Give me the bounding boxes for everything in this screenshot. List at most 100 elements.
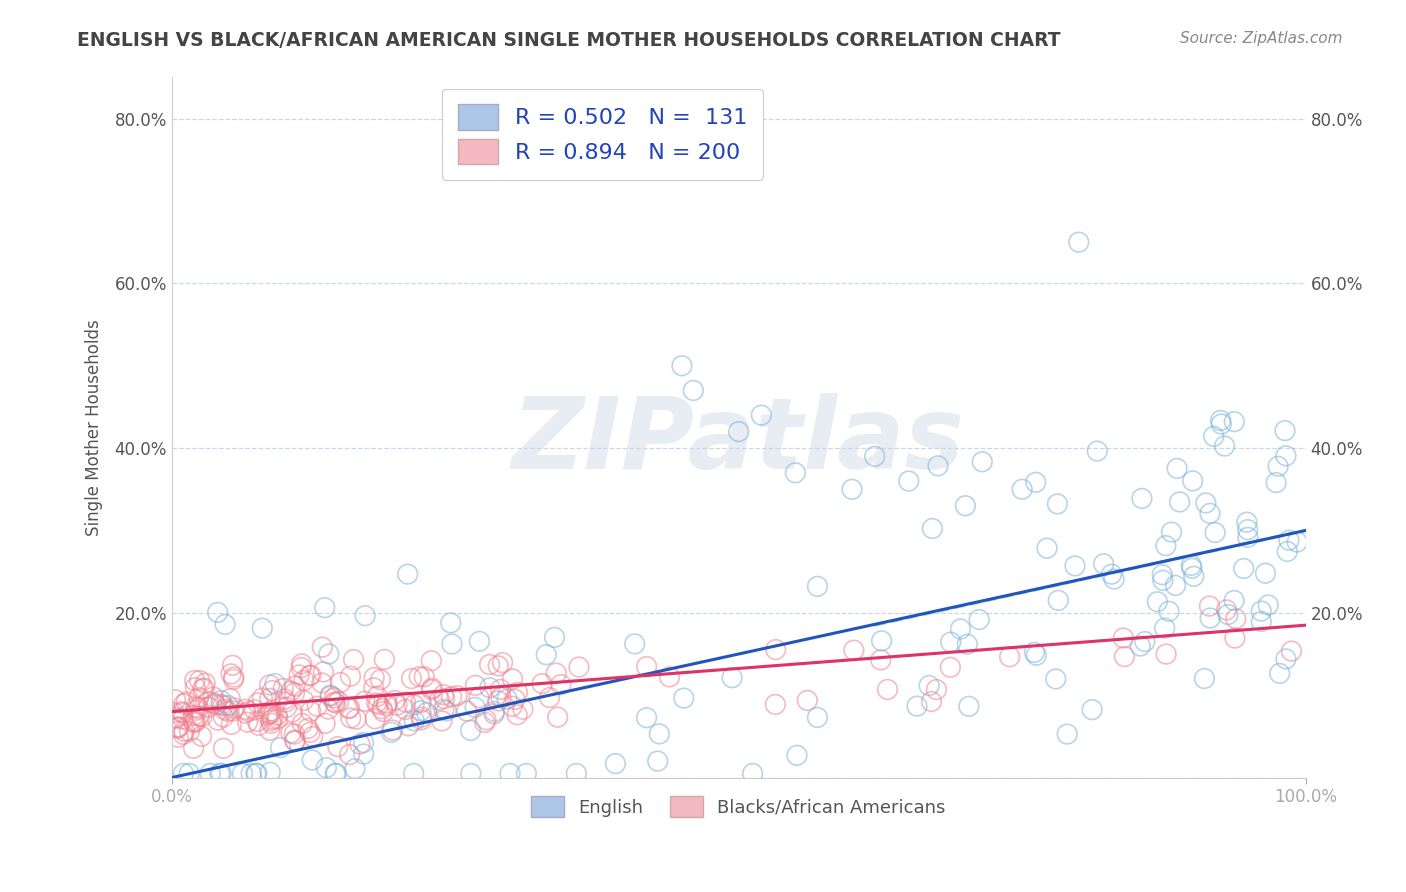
Point <box>1067 235 1090 249</box>
Point <box>191 709 214 723</box>
Point <box>183 715 205 730</box>
Point <box>259 706 281 721</box>
Point <box>543 631 565 645</box>
Point <box>955 499 977 513</box>
Point <box>184 681 207 695</box>
Point <box>318 647 340 661</box>
Point <box>363 681 385 695</box>
Point <box>247 718 270 732</box>
Point <box>482 706 505 721</box>
Point <box>538 690 561 705</box>
Point <box>927 458 949 473</box>
Point <box>323 690 346 705</box>
Point <box>301 730 323 744</box>
Point <box>921 694 943 708</box>
Point <box>1215 603 1237 617</box>
Point <box>184 700 207 714</box>
Point <box>235 702 257 716</box>
Point <box>301 753 323 767</box>
Point <box>385 698 408 713</box>
Point <box>489 690 512 705</box>
Point <box>325 766 347 780</box>
Point <box>243 703 266 717</box>
Point <box>408 670 430 684</box>
Point <box>1025 648 1047 663</box>
Point <box>413 670 436 684</box>
Point <box>283 727 305 741</box>
Point <box>1152 567 1174 582</box>
Point <box>214 703 236 717</box>
Point <box>1153 621 1175 635</box>
Text: ENGLISH VS BLACK/AFRICAN AMERICAN SINGLE MOTHER HOUSEHOLDS CORRELATION CHART: ENGLISH VS BLACK/AFRICAN AMERICAN SINGLE… <box>77 31 1062 50</box>
Point <box>284 679 307 693</box>
Point <box>440 615 463 630</box>
Point <box>312 665 335 679</box>
Point <box>217 698 239 713</box>
Point <box>197 700 219 714</box>
Point <box>176 695 198 709</box>
Point <box>172 706 194 720</box>
Point <box>231 766 253 780</box>
Point <box>1081 703 1104 717</box>
Point <box>456 704 478 718</box>
Point <box>252 621 274 635</box>
Point <box>240 766 263 780</box>
Point <box>284 733 307 747</box>
Point <box>1268 666 1291 681</box>
Point <box>1129 639 1152 653</box>
Point <box>1166 461 1188 475</box>
Point <box>568 660 591 674</box>
Point <box>245 766 267 780</box>
Point <box>409 704 432 718</box>
Point <box>314 716 336 731</box>
Point <box>233 706 256 720</box>
Point <box>339 669 361 683</box>
Point <box>280 726 302 740</box>
Point <box>307 699 329 714</box>
Point <box>354 608 377 623</box>
Point <box>1209 413 1232 427</box>
Point <box>202 696 225 710</box>
Point <box>380 725 402 739</box>
Point <box>219 667 242 681</box>
Point <box>876 682 898 697</box>
Point <box>163 706 186 720</box>
Point <box>1277 544 1299 558</box>
Point <box>297 722 319 736</box>
Point <box>205 698 228 712</box>
Point <box>398 719 420 733</box>
Point <box>420 654 443 668</box>
Point <box>468 634 491 648</box>
Point <box>1236 515 1258 529</box>
Point <box>434 704 457 718</box>
Point <box>636 659 658 673</box>
Point <box>384 693 406 707</box>
Point <box>1254 566 1277 581</box>
Point <box>1045 672 1067 686</box>
Point <box>319 688 342 702</box>
Point <box>918 679 941 693</box>
Point <box>501 672 523 686</box>
Text: Source: ZipAtlas.com: Source: ZipAtlas.com <box>1180 31 1343 46</box>
Point <box>1154 539 1177 553</box>
Point <box>1202 429 1225 443</box>
Point <box>420 682 443 697</box>
Point <box>998 649 1021 664</box>
Point <box>262 712 284 726</box>
Point <box>957 699 980 714</box>
Point <box>1267 459 1289 474</box>
Point <box>515 766 537 780</box>
Point <box>1011 483 1033 497</box>
Point <box>1046 497 1069 511</box>
Point <box>1047 593 1070 607</box>
Point <box>863 450 886 464</box>
Point <box>430 714 453 728</box>
Point <box>252 691 274 706</box>
Point <box>246 766 269 780</box>
Point <box>329 675 352 690</box>
Point <box>1092 557 1115 571</box>
Point <box>897 474 920 488</box>
Point <box>257 706 280 721</box>
Point <box>464 700 486 714</box>
Point <box>181 714 204 729</box>
